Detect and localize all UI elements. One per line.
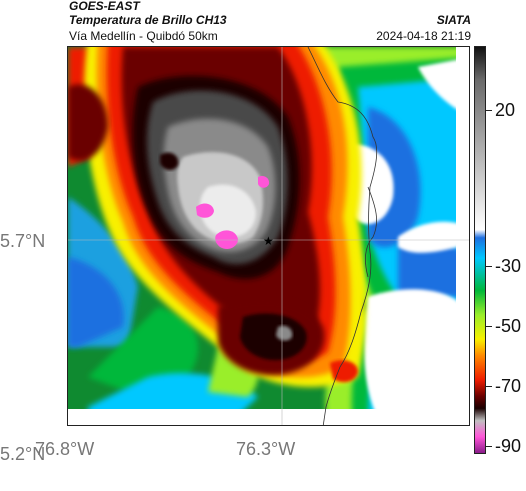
location-marker: ★	[263, 234, 274, 248]
border-line	[307, 47, 378, 425]
colorbar-tick	[486, 326, 492, 327]
organization-label: SIATA	[436, 13, 471, 27]
no-data-strip-bottom	[68, 409, 469, 425]
colorbar-tick	[486, 110, 492, 111]
x-tick-label: 76.8°W	[35, 439, 95, 459]
y-tick-label: 5.2°N	[0, 444, 46, 464]
y-tick-label: 5.7°N	[0, 231, 46, 251]
x-tick-label: 76.3°W	[236, 439, 296, 459]
colorbar-label: -90	[495, 436, 522, 456]
colorbar-label: -70	[495, 376, 522, 396]
satellite-title: GOES-EAST	[69, 0, 140, 13]
river-line	[365, 186, 378, 278]
colorbar-tick	[486, 266, 492, 267]
no-data-strip-right	[456, 47, 469, 425]
route-subtitle: Vía Medellín - Quibdó 50km	[69, 29, 218, 43]
product-title: Temperatura de Brillo CH13	[69, 13, 227, 27]
colorbar-label: -30	[495, 256, 522, 276]
colorbar-tick	[486, 386, 492, 387]
temperature-field	[68, 47, 469, 425]
colorbar-label: -50	[495, 316, 522, 336]
timestamp-label: 2024-04-18 21:19	[376, 29, 471, 43]
colorbar-label: 20	[495, 100, 516, 120]
colorbar	[474, 46, 486, 454]
brightness-temperature-map: ★	[67, 46, 470, 426]
colorbar-tick	[486, 446, 492, 447]
map-canvas: ★	[68, 47, 469, 425]
